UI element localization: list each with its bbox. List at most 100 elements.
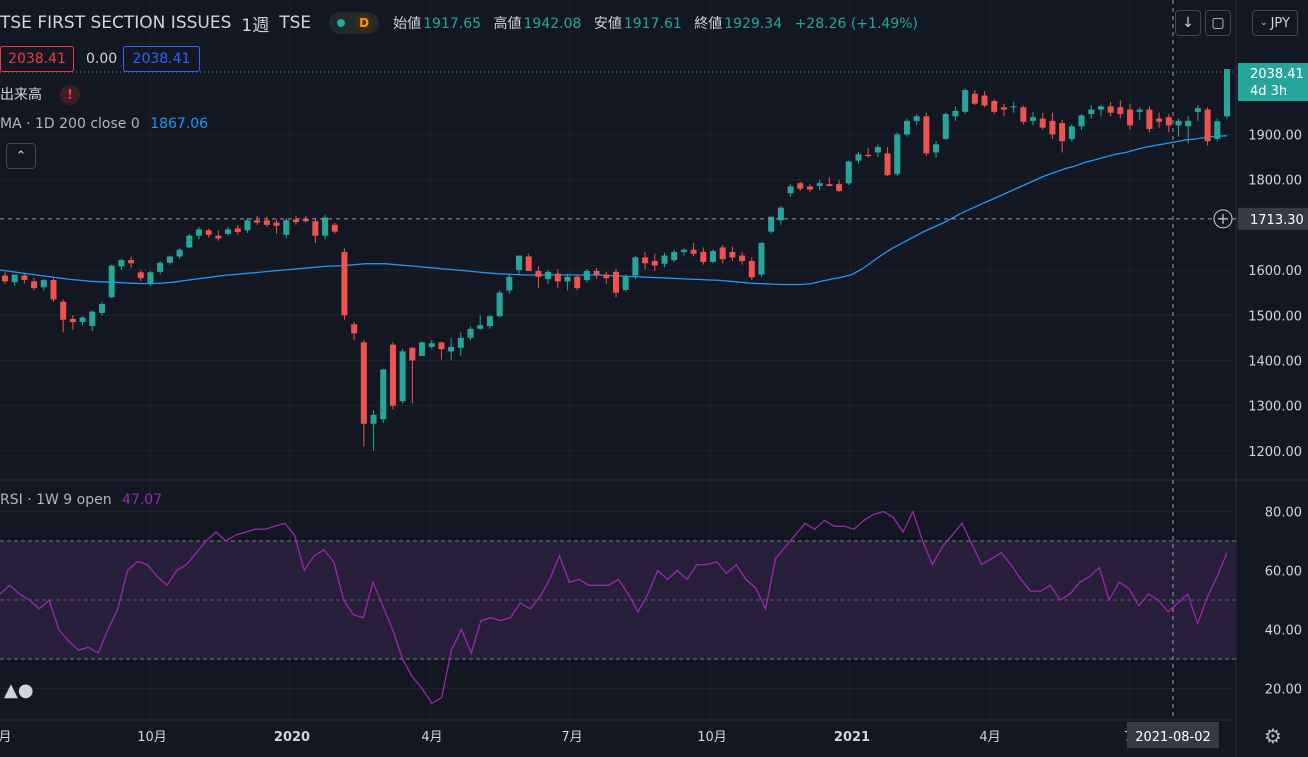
candle [380, 368, 387, 423]
candle [341, 248, 348, 320]
time-tick-label: 4月 [979, 730, 1000, 745]
candle [448, 337, 455, 361]
candle [1223, 70, 1231, 119]
candle-body [486, 316, 493, 327]
candle [583, 269, 590, 283]
rsi-value: 47.07 [122, 492, 163, 508]
candle [1020, 105, 1027, 125]
market-status-pill[interactable]: D [329, 12, 380, 34]
arrow-down-icon[interactable]: ↓ [1175, 10, 1201, 36]
fullscreen-icon[interactable]: ▢ [1205, 10, 1231, 36]
candle [11, 274, 18, 286]
candle-body [21, 275, 28, 280]
candle-body [157, 262, 164, 272]
rsi-tick-label: 60.00 [1265, 565, 1302, 580]
candle [496, 290, 503, 318]
candle-body [923, 116, 930, 154]
candle-body [1146, 109, 1153, 129]
candle [467, 326, 474, 341]
candle-body [622, 276, 629, 290]
candle [642, 251, 649, 270]
tradingview-logo-icon[interactable]: ▲● [4, 680, 34, 701]
candle [952, 106, 959, 121]
delayed-badge: D [355, 14, 374, 32]
high-label: 高値 [493, 16, 522, 32]
candle-body [118, 260, 125, 267]
candle-body [1185, 120, 1192, 127]
candle [157, 261, 164, 275]
candle [244, 218, 251, 233]
last-price-tag: 2038.41 4d 3h [1224, 63, 1308, 102]
gear-icon[interactable]: ⚙ [1264, 724, 1282, 748]
candle-body [1000, 107, 1007, 110]
candle-body [448, 346, 455, 352]
candle [1165, 114, 1172, 133]
candle [419, 341, 426, 356]
candle [428, 340, 435, 350]
candle [806, 184, 813, 193]
candle [254, 215, 261, 225]
candle [40, 279, 47, 291]
candle-body [680, 249, 687, 252]
collapse-legend-button[interactable]: ⌃ [6, 143, 36, 169]
crosshair-price-text: 1713.30 [1250, 213, 1304, 228]
last-price-marker [1224, 69, 1230, 73]
candle [1107, 101, 1114, 117]
candle-body [894, 134, 901, 175]
candle-body [1, 275, 9, 282]
candle [69, 315, 76, 330]
candle-body [700, 251, 707, 262]
candle [564, 273, 571, 291]
ma-label[interactable]: MA · 1D 200 close 0 [0, 116, 140, 132]
candle-body [933, 144, 940, 153]
ma-value: 1867.06 [150, 116, 209, 132]
crosshair-date-bg [1127, 722, 1219, 748]
candle [554, 269, 561, 289]
candle-body [1127, 109, 1134, 126]
candle-body [739, 255, 746, 261]
candle-body [545, 271, 552, 280]
candle [21, 273, 28, 284]
candle [787, 184, 794, 197]
candle [176, 248, 183, 259]
candle [1127, 103, 1134, 130]
crosshair-price-label: 1713.30 [1213, 207, 1308, 230]
ohlc-readout: 始値 1917.65 高値 1942.08 安値 1917.61 終値 1929.34 … [393, 13, 926, 33]
candle [516, 255, 523, 276]
candle [195, 227, 202, 240]
candle-body [370, 414, 377, 424]
candle-body [89, 311, 96, 327]
last-price-tag-value: 2038.41 [1250, 67, 1304, 82]
ask-box[interactable]: 2038.41 [123, 46, 200, 72]
open-label: 始値 [393, 16, 422, 32]
bid-box[interactable]: 2038.41 [0, 46, 74, 72]
candle [991, 99, 998, 115]
candle-body [186, 235, 193, 248]
warning-icon[interactable]: ! [60, 85, 80, 105]
candle-body [428, 343, 435, 347]
candle-body [1059, 123, 1066, 142]
price-tick-label: 1400.00 [1248, 354, 1302, 369]
crosshair-price-bg [1238, 207, 1308, 230]
currency-selector[interactable]: ⌄ JPY [1252, 10, 1298, 36]
candle-body [234, 228, 241, 233]
rsi-label[interactable]: RSI · 1W 9 open [0, 492, 112, 508]
candle-body [1049, 120, 1056, 135]
candle-body [758, 242, 765, 275]
time-tick-label: 2021 [834, 730, 870, 745]
interval-label[interactable]: 1週 [241, 15, 270, 36]
symbol-title[interactable]: TSE FIRST SECTION ISSUES [0, 13, 232, 33]
candle-body [661, 255, 668, 264]
candle-body [855, 154, 862, 161]
open-value: 1917.65 [423, 16, 482, 32]
volume-label: 出来高 [0, 87, 42, 103]
candle-body [612, 271, 620, 293]
candle [777, 205, 784, 225]
candle [1010, 101, 1017, 113]
candle [622, 274, 629, 292]
candle [1185, 116, 1192, 144]
candle [312, 218, 319, 243]
candle-body [1097, 106, 1104, 110]
candle [1214, 118, 1221, 142]
